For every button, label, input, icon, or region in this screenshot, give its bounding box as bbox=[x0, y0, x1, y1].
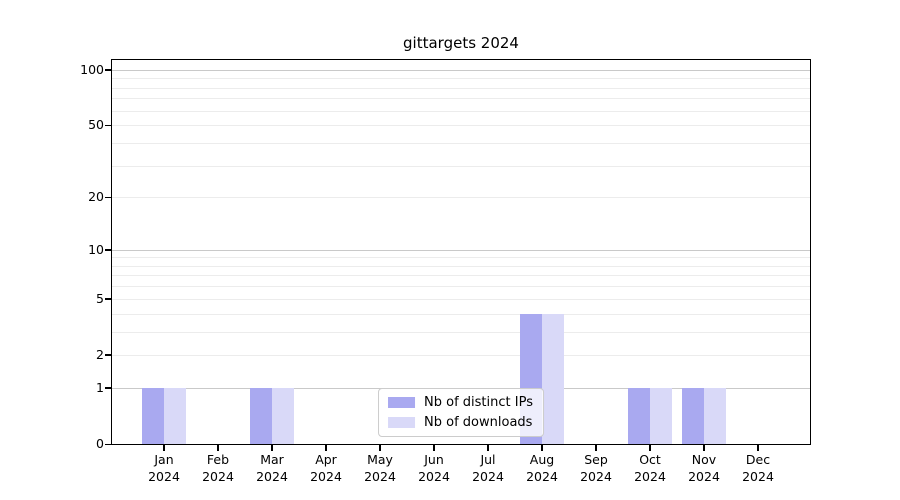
x-tick-label-jan: Jan 2024 bbox=[136, 451, 192, 485]
x-tick-year-label: 2024 bbox=[580, 469, 612, 484]
y-tick-label: 1 bbox=[96, 379, 104, 395]
x-tick-year-label: 2024 bbox=[418, 469, 450, 484]
x-tick-label-dec: Dec 2024 bbox=[730, 451, 786, 485]
legend-item-distinct-ips: Nb of distinct IPs bbox=[388, 395, 533, 410]
chart-title: gittargets 2024 bbox=[403, 34, 519, 52]
plot-area: Nb of distinct IPs Nb of downloads bbox=[111, 59, 811, 445]
legend-label-downloads: Nb of downloads bbox=[424, 415, 533, 430]
x-tick-year-label: 2024 bbox=[256, 469, 288, 484]
legend-swatch-distinct-ips bbox=[388, 397, 416, 408]
legend: Nb of distinct IPs Nb of downloads bbox=[378, 388, 544, 437]
bar-downloads-oct bbox=[650, 387, 672, 444]
x-tick bbox=[217, 444, 219, 451]
x-tick-year-label: 2024 bbox=[526, 469, 558, 484]
major-gridline bbox=[112, 354, 810, 356]
x-tick-year-label: 2024 bbox=[364, 469, 396, 484]
x-tick-year-label: 2024 bbox=[148, 469, 180, 484]
y-tick bbox=[105, 196, 111, 199]
minor-gridline bbox=[112, 313, 810, 315]
y-tick-label: 5 bbox=[96, 290, 104, 306]
major-gridline bbox=[112, 249, 810, 251]
bar-distinct-ips-nov bbox=[682, 387, 704, 444]
minor-gridline bbox=[112, 165, 810, 167]
minor-gridline bbox=[112, 286, 810, 288]
minor-gridline bbox=[112, 275, 810, 277]
bar-downloads-nov bbox=[704, 387, 726, 444]
x-tick bbox=[649, 444, 651, 451]
x-tick-label-mar: Mar 2024 bbox=[244, 451, 300, 485]
legend-item-downloads: Nb of downloads bbox=[388, 415, 533, 430]
y-tick bbox=[105, 249, 111, 251]
legend-swatch-downloads bbox=[388, 417, 416, 428]
major-gridline bbox=[112, 298, 810, 300]
y-tick bbox=[105, 443, 111, 445]
x-tick-label-sep: Sep 2024 bbox=[568, 451, 624, 485]
bar-distinct-ips-oct bbox=[628, 387, 650, 444]
minor-gridline bbox=[112, 110, 810, 112]
minor-gridline bbox=[112, 265, 810, 267]
y-tick bbox=[105, 298, 111, 300]
y-tick-label: 100 bbox=[80, 61, 104, 77]
x-tick bbox=[163, 444, 165, 451]
bar-distinct-ips-jan bbox=[142, 387, 164, 444]
y-tick-label: 2 bbox=[96, 346, 104, 362]
x-tick-year-label: 2024 bbox=[202, 469, 234, 484]
minor-gridline bbox=[112, 257, 810, 259]
x-tick bbox=[325, 444, 327, 451]
minor-gridline bbox=[112, 142, 810, 144]
major-gridline bbox=[112, 69, 810, 71]
x-tick bbox=[271, 444, 273, 451]
x-tick-label-aug: Aug 2024 bbox=[514, 451, 570, 485]
x-tick bbox=[487, 444, 489, 451]
y-tick bbox=[105, 387, 111, 389]
x-tick bbox=[541, 444, 543, 451]
x-tick-year-label: 2024 bbox=[634, 469, 666, 484]
y-tick-label: 20 bbox=[88, 189, 104, 205]
y-tick bbox=[105, 124, 111, 127]
y-tick bbox=[105, 354, 111, 356]
x-tick-label-oct: Oct 2024 bbox=[622, 451, 678, 485]
x-tick-year-label: 2024 bbox=[742, 469, 774, 484]
x-tick-label-feb: Feb 2024 bbox=[190, 451, 246, 485]
x-tick-label-nov: Nov 2024 bbox=[676, 451, 732, 485]
x-tick-label-apr: Apr 2024 bbox=[298, 451, 354, 485]
minor-gridline bbox=[112, 98, 810, 100]
y-tick-label: 50 bbox=[88, 117, 104, 133]
legend-label-distinct-ips: Nb of distinct IPs bbox=[424, 395, 533, 410]
x-tick bbox=[703, 444, 705, 451]
bar-downloads-jan bbox=[164, 387, 186, 444]
y-tick-label: 0 bbox=[96, 436, 104, 451]
major-gridline bbox=[112, 197, 810, 199]
bar-downloads-mar bbox=[272, 387, 294, 444]
x-tick-label-may: May 2024 bbox=[352, 451, 408, 485]
x-tick-label-jun: Jun 2024 bbox=[406, 451, 462, 485]
x-tick bbox=[595, 444, 597, 451]
x-tick bbox=[433, 444, 435, 451]
bar-distinct-ips-mar bbox=[250, 387, 272, 444]
minor-gridline bbox=[112, 78, 810, 80]
x-tick-year-label: 2024 bbox=[688, 469, 720, 484]
x-tick-year-label: 2024 bbox=[472, 469, 504, 484]
minor-gridline bbox=[112, 87, 810, 89]
major-gridline bbox=[112, 125, 810, 127]
y-tick bbox=[105, 69, 111, 71]
x-tick bbox=[379, 444, 381, 451]
x-tick-label-jul: Jul 2024 bbox=[460, 451, 516, 485]
y-tick-label: 10 bbox=[88, 241, 104, 257]
x-tick bbox=[757, 444, 759, 451]
x-tick-year-label: 2024 bbox=[310, 469, 342, 484]
bar-downloads-aug bbox=[542, 313, 564, 444]
minor-gridline bbox=[112, 331, 810, 333]
